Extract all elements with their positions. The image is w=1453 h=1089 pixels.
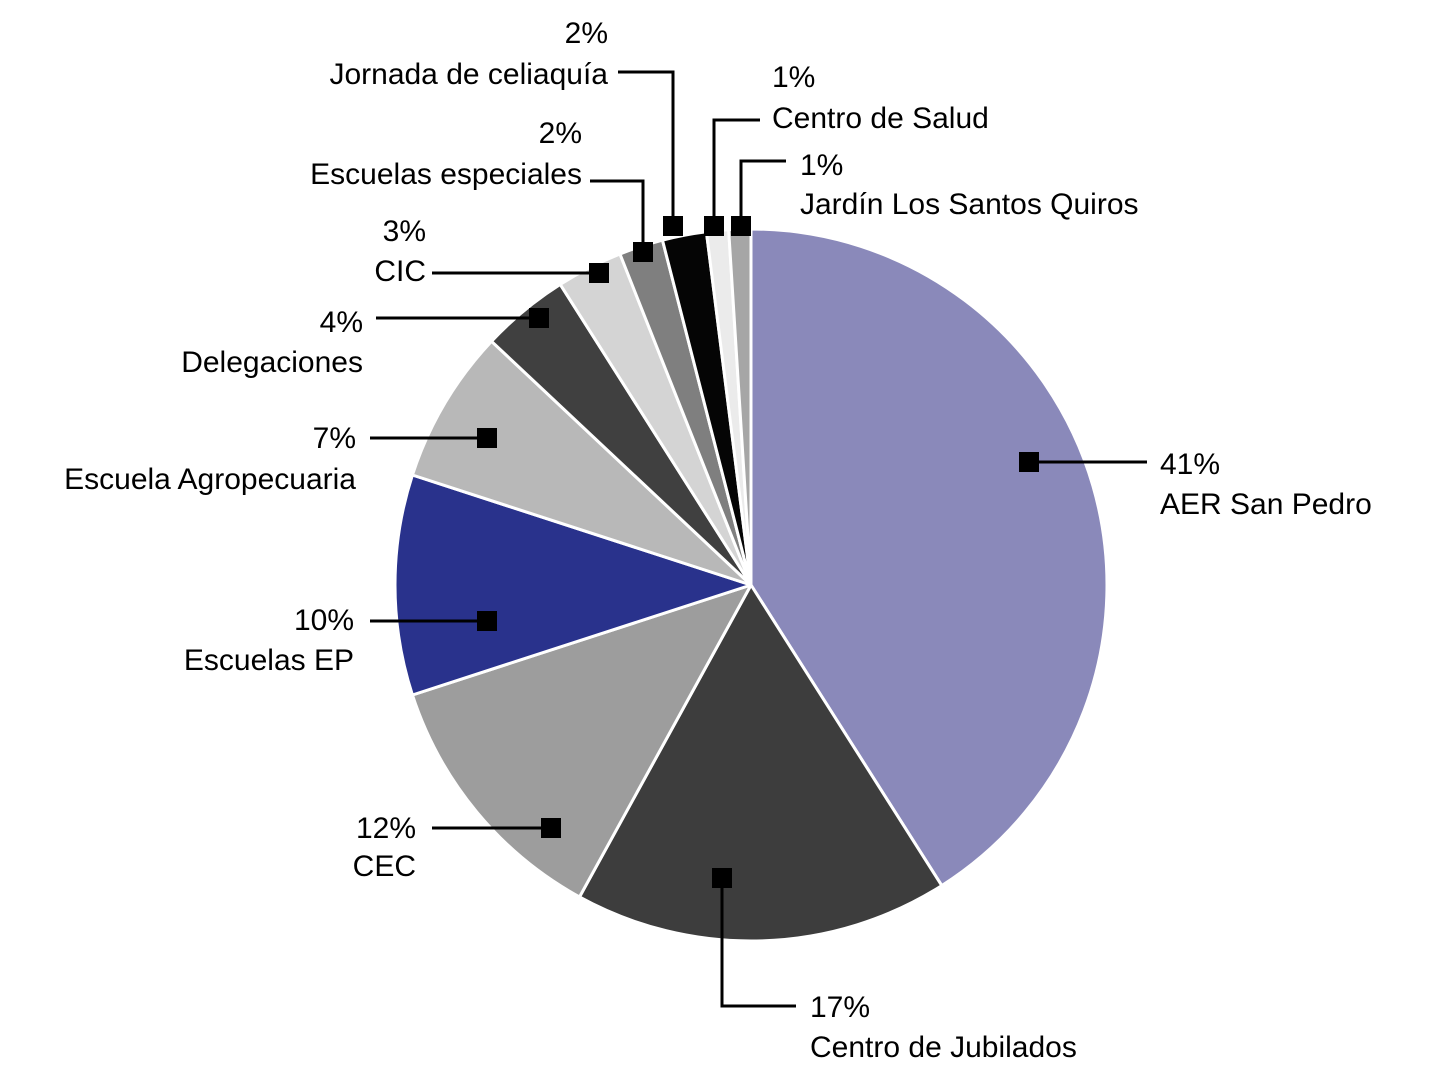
value-label-aer-san-pedro: 41% xyxy=(1160,448,1220,481)
leader-line-jornada-de-celiaquia xyxy=(618,70,675,226)
slice-escuela-agropecuaria xyxy=(410,339,753,587)
leader-marker-cic xyxy=(589,263,609,283)
slice-labels: 41% AER San Pedro 17% Centro de Jubilados 12… xyxy=(64,17,1372,1064)
slice-aer-san-pedro xyxy=(749,227,1109,888)
leader-line-jardin-los-santos-quiros xyxy=(739,159,786,226)
category-label-escuelas-ep: Escuelas EP xyxy=(184,644,354,677)
slice-centro-de-jubilados xyxy=(578,583,944,943)
leader-marker-centro-de-salud xyxy=(704,216,724,236)
category-label-cec: CEC xyxy=(353,850,416,883)
category-label-centro-de-jubilados: Centro de Jubilados xyxy=(810,1031,1077,1064)
leader-marker-jardin-los-santos-quiros xyxy=(731,216,751,236)
leader-marker-escuelas-ep xyxy=(477,611,497,631)
category-label-escuelas-especiales: Escuelas especiales xyxy=(310,158,582,191)
pie-slices xyxy=(393,227,1109,943)
category-label-aer-san-pedro: AER San Pedro xyxy=(1160,488,1372,521)
value-label-cec: 12% xyxy=(356,812,416,845)
leader-marker-escuelas-especiales xyxy=(633,242,653,262)
value-label-escuelas-especiales: 2% xyxy=(539,117,582,150)
value-label-jardin-los-santos-quiros: 1% xyxy=(800,149,843,182)
category-label-cic: CIC xyxy=(374,255,426,288)
category-label-jornada-de-celiaquia: Jornada de celiaquía xyxy=(329,58,608,91)
slice-escuelas-ep xyxy=(393,473,753,697)
leader-marker-jornada-de-celiaquia xyxy=(663,216,683,236)
value-label-escuela-agropecuaria: 7% xyxy=(313,422,356,455)
leader-line-centro-de-salud xyxy=(712,118,760,226)
leader-marker-delegaciones xyxy=(529,308,549,328)
category-label-jardin-los-santos-quiros: Jardín Los Santos Quiros xyxy=(800,188,1139,221)
leader-marker-centro-de-jubilados xyxy=(712,868,732,888)
category-label-escuela-agropecuaria: Escuela Agropecuaria xyxy=(64,463,356,496)
value-label-centro-de-salud: 1% xyxy=(772,61,815,94)
value-label-delegaciones: 4% xyxy=(320,306,363,339)
leader-line-escuelas-especiales xyxy=(590,179,645,252)
value-label-jornada-de-celiaquia: 2% xyxy=(565,17,608,50)
leader-marker-escuela-agropecuaria xyxy=(477,428,497,448)
leader-marker-cec xyxy=(541,818,561,838)
category-label-delegaciones: Delegaciones xyxy=(181,346,363,379)
value-label-escuelas-ep: 10% xyxy=(294,604,354,637)
value-label-centro-de-jubilados: 17% xyxy=(810,991,870,1024)
value-label-cic: 3% xyxy=(383,215,426,248)
leader-marker-aer-san-pedro xyxy=(1019,452,1039,472)
slice-cec xyxy=(410,583,753,899)
leader-lines xyxy=(370,70,1147,1008)
category-label-centro-de-salud: Centro de Salud xyxy=(772,102,989,135)
leader-line-centro-de-jubilados xyxy=(720,878,796,1008)
